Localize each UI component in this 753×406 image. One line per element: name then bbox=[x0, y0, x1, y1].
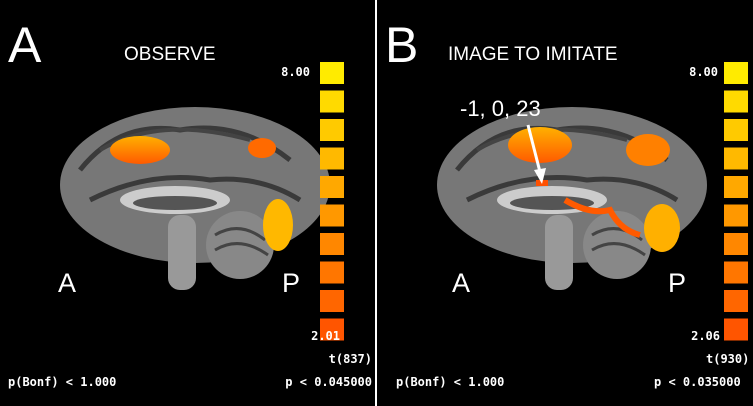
colorbar-swatch bbox=[320, 91, 344, 113]
scale-max: 8.00 bbox=[281, 65, 310, 79]
colorbar-swatch bbox=[320, 205, 344, 227]
brain-image bbox=[437, 107, 707, 290]
colorbar-swatch bbox=[724, 91, 748, 113]
colorbar-swatch bbox=[724, 233, 748, 255]
colorbar-swatch bbox=[320, 262, 344, 284]
figure: A OBSERVE A P 8.00 2.01 t(837) p(Bonf) <… bbox=[0, 0, 753, 406]
panel-a: A OBSERVE A P 8.00 2.01 t(837) p(Bonf) <… bbox=[8, 17, 372, 389]
colorbar-swatch bbox=[724, 205, 748, 227]
colorbar-swatch bbox=[724, 319, 748, 341]
scale-min: 2.01 bbox=[311, 329, 340, 343]
anterior-label: A bbox=[58, 268, 76, 298]
activation bbox=[263, 199, 293, 251]
colorbar-swatch bbox=[724, 148, 748, 170]
colorbar-swatch bbox=[320, 233, 344, 255]
colorbar-swatch bbox=[320, 119, 344, 141]
stat-label: t(837) bbox=[329, 352, 372, 366]
colorbar-swatch bbox=[724, 119, 748, 141]
coordinate-annotation: -1, 0, 23 bbox=[460, 96, 541, 121]
p-bonf: p(Bonf) < 1.000 bbox=[8, 375, 116, 389]
panel-letter: A bbox=[8, 17, 42, 73]
colorbar-swatch bbox=[724, 176, 748, 198]
panel-title: OBSERVE bbox=[124, 44, 216, 65]
colorbar-swatch bbox=[320, 290, 344, 312]
panel-letter: B bbox=[385, 17, 418, 73]
p-value: p < 0.035000 bbox=[654, 375, 741, 389]
anterior-label: A bbox=[452, 268, 470, 298]
activation bbox=[626, 134, 670, 166]
colorbar-swatch bbox=[320, 176, 344, 198]
panel-title: IMAGE TO IMITATE bbox=[448, 44, 618, 65]
p-bonf: p(Bonf) < 1.000 bbox=[396, 375, 504, 389]
panel-b: B IMAGE TO IMITATE -1, 0, 23 A P 8.00 2.… bbox=[376, 0, 749, 406]
brain-image bbox=[60, 107, 330, 290]
activation bbox=[644, 204, 680, 252]
colorbar-swatch bbox=[724, 62, 748, 84]
activation bbox=[508, 127, 572, 163]
scale-max: 8.00 bbox=[689, 65, 718, 79]
posterior-label: P bbox=[282, 268, 300, 298]
activation bbox=[110, 136, 170, 164]
colorbar-swatch bbox=[320, 148, 344, 170]
posterior-label: P bbox=[668, 268, 686, 298]
colorbar-swatch bbox=[724, 262, 748, 284]
p-value: p < 0.045000 bbox=[285, 375, 372, 389]
stat-label: t(930) bbox=[706, 352, 749, 366]
colorbar bbox=[724, 62, 748, 341]
scale-min: 2.06 bbox=[691, 329, 720, 343]
colorbar-swatch bbox=[320, 62, 344, 84]
colorbar-swatch bbox=[724, 290, 748, 312]
activation bbox=[248, 138, 276, 158]
